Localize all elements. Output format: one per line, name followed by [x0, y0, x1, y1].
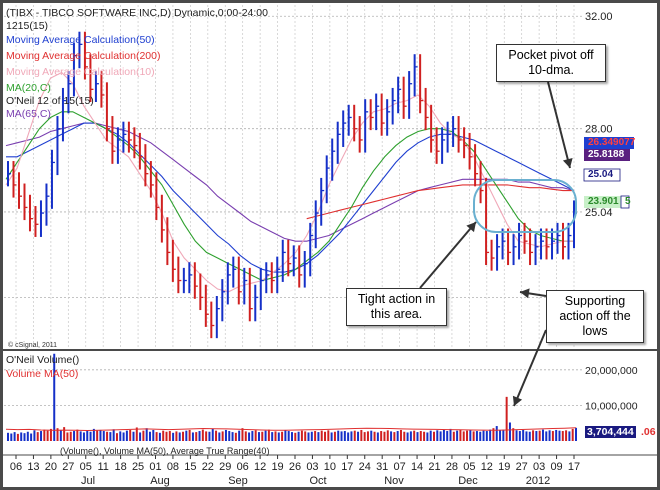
x-tick-label: 14 — [411, 461, 423, 473]
x-tick-label: 18 — [115, 461, 127, 473]
month-label: 2012 — [526, 475, 550, 487]
arrow-pocket-pivot-head — [562, 158, 573, 168]
legend-ma10: Moving Average Calculation(10) — [6, 66, 155, 78]
price-label-ma50: 26.349077 — [588, 137, 636, 148]
price-label-ma20: 23.901 — [588, 196, 619, 207]
volume-last-label: 3,704,444 — [585, 426, 636, 438]
price-panel — [4, 5, 582, 348]
volume-last-suffix: .06 — [641, 426, 656, 438]
month-label: Jul — [81, 475, 95, 487]
x-tick-label: 11 — [97, 461, 108, 473]
x-tick-label: 24 — [359, 461, 371, 473]
x-tick-label: 27 — [516, 461, 528, 473]
x-tick-label: 28 — [446, 461, 458, 473]
x-tick-label: 19 — [271, 461, 283, 473]
month-label: Aug — [150, 475, 170, 487]
x-tick-label: 07 — [394, 461, 406, 473]
legend-oneil: O'Neil 12 of 15(15) — [6, 95, 94, 107]
legend-ma200: Moving Average Calculation(200) — [6, 50, 161, 62]
month-label: Dec — [458, 475, 478, 487]
price-label-box — [620, 195, 630, 209]
x-tick-label: 20 — [45, 461, 57, 473]
volume-tick-label: 20,000,000 — [585, 365, 638, 377]
price-label-ma65: 25.8188 — [588, 149, 625, 160]
x-tick-label: 03 — [306, 461, 318, 473]
x-tick-label: 12 — [481, 461, 493, 473]
x-tick-label: 03 — [533, 461, 545, 473]
x-tick-label: 06 — [237, 461, 249, 473]
volume-ma-line — [5, 427, 577, 432]
arrow-volume-spike-head — [512, 395, 523, 406]
volume-tabs: (Volume(), Volume MA(50), Average True R… — [60, 446, 270, 456]
series-line — [5, 111, 574, 282]
callout-tight-action: Tight action in this area. — [346, 288, 447, 326]
x-tick-label: 05 — [463, 461, 475, 473]
x-tick-label: 06 — [10, 461, 22, 473]
y-tick-label: 28.00 — [585, 124, 613, 136]
price-label-box — [583, 168, 621, 182]
x-tick-label: 26 — [289, 461, 301, 473]
x-tick-label: 09 — [550, 461, 562, 473]
price-label-ma20-suffix: 5 — [625, 196, 631, 207]
month-label: Nov — [384, 475, 404, 487]
x-tick-label: 19 — [498, 461, 510, 473]
price-label-box — [584, 149, 630, 161]
callout-supporting-action: Supporting action off the lows — [546, 290, 644, 343]
legend-ma65: MA(65,C) — [6, 108, 51, 120]
x-tick-label: 13 — [27, 461, 39, 473]
legend-ma20: MA(20,C) — [6, 82, 51, 94]
copyright-label: © cSignal, 2011 — [8, 342, 58, 349]
volume-title: O'Neil Volume() — [6, 354, 80, 366]
x-tick-label: 22 — [202, 461, 214, 473]
x-tick-label: 25 — [132, 461, 144, 473]
volume-ma-legend: Volume MA(50) — [6, 368, 79, 380]
callout-pocket-pivot: Pocket pivot off 10-dma. — [496, 44, 606, 82]
legend-ma50: Moving Average Calculation(50) — [6, 34, 155, 46]
arrow-tight-action — [419, 221, 477, 289]
volume-tick-label: 10,000,000 — [585, 400, 638, 412]
chart-subtitle: 1215(15) — [6, 20, 49, 32]
month-label: Oct — [309, 475, 326, 487]
x-tick-label: 27 — [62, 461, 74, 473]
price-label-box — [584, 196, 622, 208]
series-line — [5, 122, 575, 242]
x-tick-label: 08 — [167, 461, 179, 473]
arrow-tight-action-head — [466, 222, 476, 233]
x-tick-label: 10 — [324, 461, 336, 473]
x-tick-label: 17 — [341, 461, 353, 473]
x-tick-label: 29 — [219, 461, 231, 473]
price-label-last: 25.04 — [588, 169, 614, 180]
x-tick-label: 05 — [80, 461, 92, 473]
month-label: Sep — [228, 475, 248, 487]
arrow-supporting-action-head — [520, 288, 530, 299]
y-tick-label: 25.04 — [585, 207, 613, 219]
x-tick-label: 01 — [149, 461, 161, 473]
x-tick-label: 31 — [376, 461, 388, 473]
series-line — [5, 71, 574, 293]
price-label-box — [584, 137, 634, 149]
x-tick-label: 15 — [184, 461, 196, 473]
tight-action-highlight — [473, 179, 577, 233]
x-tick-label: 17 — [568, 461, 580, 473]
y-tick-label: 32.00 — [585, 11, 613, 23]
chart-title: (TIBX - TIBCO SOFTWARE INC,D) Dynamic,0:… — [6, 7, 268, 19]
arrow-volume-spike — [513, 329, 547, 407]
x-tick-label: 12 — [254, 461, 266, 473]
arrow-pocket-pivot — [547, 81, 571, 169]
x-tick-label: 21 — [428, 461, 440, 473]
